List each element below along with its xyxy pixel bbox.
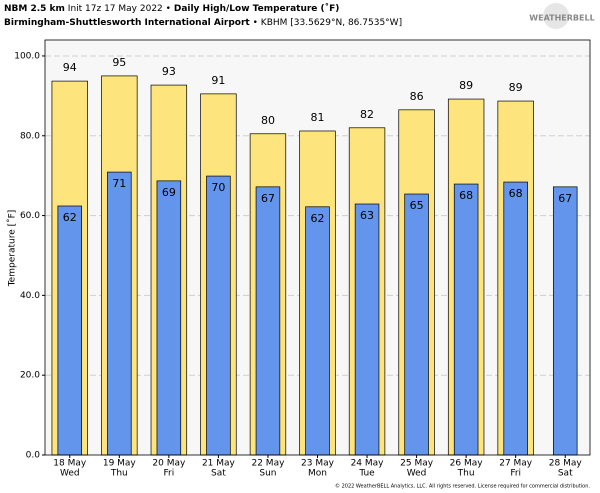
value-label: 62 <box>63 211 77 224</box>
value-label: 81 <box>311 111 325 124</box>
low-bar <box>255 186 281 456</box>
value-label: 69 <box>162 186 176 199</box>
y-tick-label: 100.0 <box>14 51 40 61</box>
x-tick-label: 28 May <box>549 459 583 469</box>
value-label: 65 <box>410 199 424 212</box>
x-tick-day: Wed <box>407 469 427 479</box>
footer: © 2022 WeatherBELL Analytics, LLC. All r… <box>335 483 590 490</box>
x-tick-label: 27 May <box>499 459 533 469</box>
y-tick-label: 80.0 <box>20 131 40 141</box>
low-bar <box>503 181 528 456</box>
value-label: 94 <box>63 61 77 74</box>
value-label: 82 <box>360 108 374 121</box>
x-tick-label: 26 May <box>450 459 484 469</box>
y-tick-label: 20.0 <box>20 371 40 381</box>
low-bar <box>57 205 83 456</box>
value-label: 89 <box>509 81 523 94</box>
x-tick-day: Sat <box>558 469 573 479</box>
value-label: 70 <box>211 181 225 194</box>
value-label: 89 <box>459 79 473 92</box>
x-tick-label: 21 May <box>202 459 236 469</box>
x-tick-day: Wed <box>60 469 80 479</box>
separator: • <box>253 18 258 28</box>
chart-subtitle: Birmingham-Shuttlesworth International A… <box>4 18 402 28</box>
x-tick-day: Sat <box>211 469 226 479</box>
x-tick-day: Thu <box>457 469 475 479</box>
low-bar <box>404 193 429 456</box>
location: KBHM [33.5629°N, 86.7535°W] <box>261 18 402 28</box>
low-bar <box>354 203 380 456</box>
x-tick-label: 25 May <box>400 459 434 469</box>
x-tick-day: Fri <box>163 469 174 479</box>
value-label: 93 <box>162 65 176 78</box>
value-label: 80 <box>261 114 275 127</box>
y-tick-label: 60.0 <box>20 211 40 221</box>
value-label: 68 <box>509 187 523 200</box>
low-bar <box>206 175 231 456</box>
station: Birmingham-Shuttlesworth International A… <box>4 18 250 28</box>
value-label: 91 <box>211 74 225 87</box>
init: Init 17z 17 May 2022 <box>68 4 163 14</box>
value-label: 71 <box>112 177 126 190</box>
logo-mark <box>543 3 569 29</box>
x-tick-day: Fri <box>510 469 521 479</box>
plot-border <box>44 39 591 456</box>
x-tick-day: Sun <box>259 469 276 479</box>
product: Daily High/Low Temperature (˚F) <box>174 3 340 14</box>
value-label: 62 <box>311 212 325 225</box>
value-label: 67 <box>558 192 572 205</box>
value-label: 67 <box>261 192 275 205</box>
x-tick-label: 19 May <box>103 459 137 469</box>
y-tick-label: 40.0 <box>20 291 40 301</box>
value-label: 86 <box>410 90 424 103</box>
y-axis-label: Temperature [˚F] <box>7 210 18 288</box>
low-bar <box>453 183 479 456</box>
x-tick-label: 22 May <box>251 459 285 469</box>
x-tick-day: Mon <box>308 469 327 479</box>
x-tick-label: 20 May <box>152 459 186 469</box>
value-label: 68 <box>459 189 473 202</box>
low-bar <box>552 186 578 456</box>
value-label: 95 <box>112 56 126 69</box>
x-tick-day: Thu <box>110 469 128 479</box>
low-bar <box>107 171 132 456</box>
x-tick-label: 18 May <box>53 459 87 469</box>
y-tick-label: 0.0 <box>26 451 41 461</box>
separator: • <box>166 4 171 14</box>
x-tick-label: 24 May <box>351 459 385 469</box>
low-bar <box>156 180 182 456</box>
model: NBM 2.5 km <box>4 4 65 14</box>
x-tick-day: Tue <box>358 469 375 479</box>
chart-title: NBM 2.5 km Init 17z 17 May 2022 • Daily … <box>4 3 339 14</box>
low-bar <box>305 206 330 456</box>
plot: 0.0 20.0 40.0 60.0 80.0 100.0 94 95 93 91 80 81 82 86… <box>14 39 591 479</box>
logo: WEATHERBELL <box>529 14 594 23</box>
value-label: 63 <box>360 209 374 222</box>
x-tick-label: 23 May <box>301 459 335 469</box>
